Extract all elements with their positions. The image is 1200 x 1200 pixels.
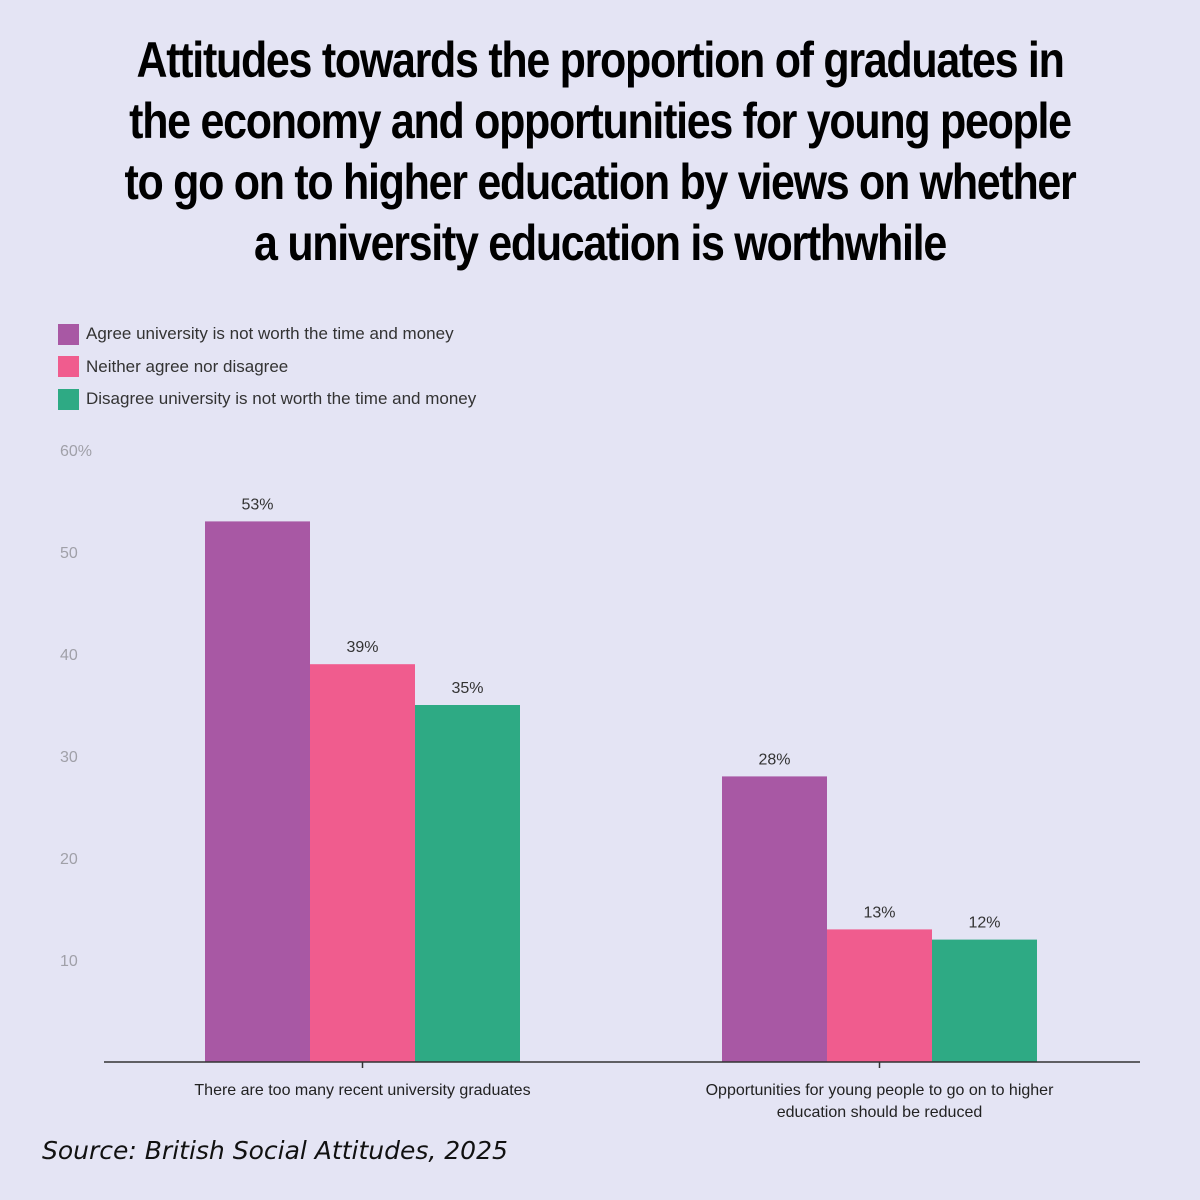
x-category-label-1-line-1: education should be reduced bbox=[777, 1104, 983, 1121]
bar-series0-cat1 bbox=[722, 776, 827, 1062]
y-tick-label-30: 30 bbox=[60, 749, 78, 766]
legend-label-agree: Agree university is not worth the time a… bbox=[86, 324, 454, 344]
legend-label-disagree: Disagree university is not worth the tim… bbox=[86, 389, 477, 409]
y-tick-label-50: 50 bbox=[60, 545, 78, 562]
data-label-series2-cat0: 35% bbox=[451, 680, 483, 697]
data-label-series2-cat1: 12% bbox=[968, 915, 1000, 932]
legend-item-disagree: Disagree university is not worth the tim… bbox=[58, 383, 476, 416]
x-category-label-1-line-0: Opportunities for young people to go on … bbox=[706, 1082, 1054, 1099]
legend-item-agree: Agree university is not worth the time a… bbox=[58, 318, 476, 351]
data-label-series1-cat1: 13% bbox=[863, 904, 895, 921]
legend-swatch-neither bbox=[58, 356, 79, 378]
y-tick-label-10: 10 bbox=[60, 953, 78, 970]
x-category-label-0-line-0: There are too many recent university gra… bbox=[194, 1082, 530, 1099]
chart-title: Attitudes towards the proportion of grad… bbox=[124, 32, 1076, 271]
bar-series1-cat0 bbox=[310, 664, 415, 1062]
data-label-series0-cat1: 28% bbox=[758, 751, 790, 768]
legend: Agree university is not worth the time a… bbox=[58, 318, 476, 416]
legend-swatch-disagree bbox=[58, 388, 79, 410]
y-tick-label-40: 40 bbox=[60, 647, 78, 664]
bar-series2-cat0 bbox=[415, 705, 520, 1062]
legend-swatch-agree bbox=[58, 323, 79, 345]
bar-series1-cat1 bbox=[827, 929, 932, 1062]
bar-series2-cat1 bbox=[932, 939, 1037, 1062]
bar-series0-cat0 bbox=[205, 521, 310, 1062]
data-label-series0-cat0: 53% bbox=[241, 496, 273, 513]
source-note: Source: British Social Attitudes, 2025 bbox=[42, 1136, 508, 1165]
legend-label-neither: Neither agree nor disagree bbox=[86, 356, 289, 376]
legend-item-neither: Neither agree nor disagree bbox=[58, 351, 476, 384]
y-tick-label-60: 60% bbox=[60, 443, 92, 460]
data-label-series1-cat0: 39% bbox=[346, 639, 378, 656]
y-tick-label-20: 20 bbox=[60, 851, 78, 868]
